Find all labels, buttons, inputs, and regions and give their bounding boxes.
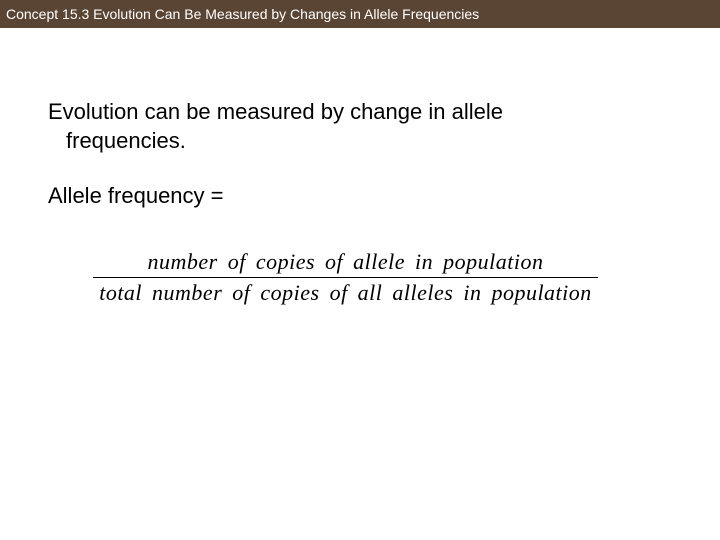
allele-frequency-label: Allele frequency = bbox=[48, 183, 672, 209]
fraction-denominator: total number of copies of all alleles in… bbox=[93, 278, 598, 306]
intro-line-1: Evolution can be measured by change in a… bbox=[48, 99, 503, 124]
intro-line-2: frequencies. bbox=[48, 127, 672, 156]
allele-frequency-fraction: number of copies of allele in population… bbox=[93, 249, 598, 306]
fraction-numerator: number of copies of allele in population bbox=[93, 249, 598, 277]
slide-header-bar: Concept 15.3 Evolution Can Be Measured b… bbox=[0, 0, 720, 28]
fraction-container: number of copies of allele in population… bbox=[48, 249, 643, 306]
slide-content: Evolution can be measured by change in a… bbox=[0, 28, 720, 306]
slide-header-title: Concept 15.3 Evolution Can Be Measured b… bbox=[6, 6, 479, 22]
intro-paragraph: Evolution can be measured by change in a… bbox=[48, 98, 672, 155]
